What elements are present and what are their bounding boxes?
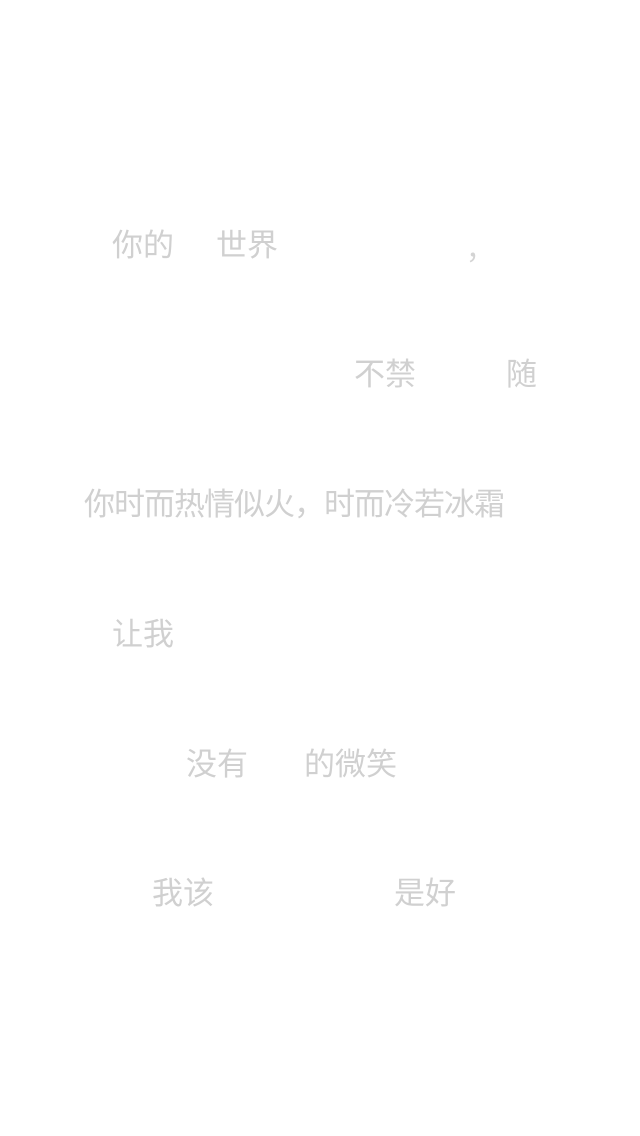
- poem-line-6-fragment-2: 是好: [394, 876, 456, 912]
- poem-line-3: 你时而热情似火，时而冷若冰霜: [84, 487, 505, 523]
- poem-line-4: 让我: [112, 617, 174, 653]
- poem-line-5-fragment-1: 没有: [186, 747, 248, 783]
- poem-line-5-fragment-2: 的微笑: [304, 747, 397, 783]
- poem-line-2-fragment-2: 随: [506, 357, 537, 393]
- poem-line-1-fragment-2: 世界: [216, 228, 278, 264]
- poem-line-1-comma: ，: [466, 233, 495, 266]
- poem-line-1-fragment-1: 你的: [112, 228, 174, 264]
- poem-line-6-fragment-1: 我该: [152, 876, 214, 912]
- poem-line-2-fragment-1: 不禁: [354, 357, 416, 393]
